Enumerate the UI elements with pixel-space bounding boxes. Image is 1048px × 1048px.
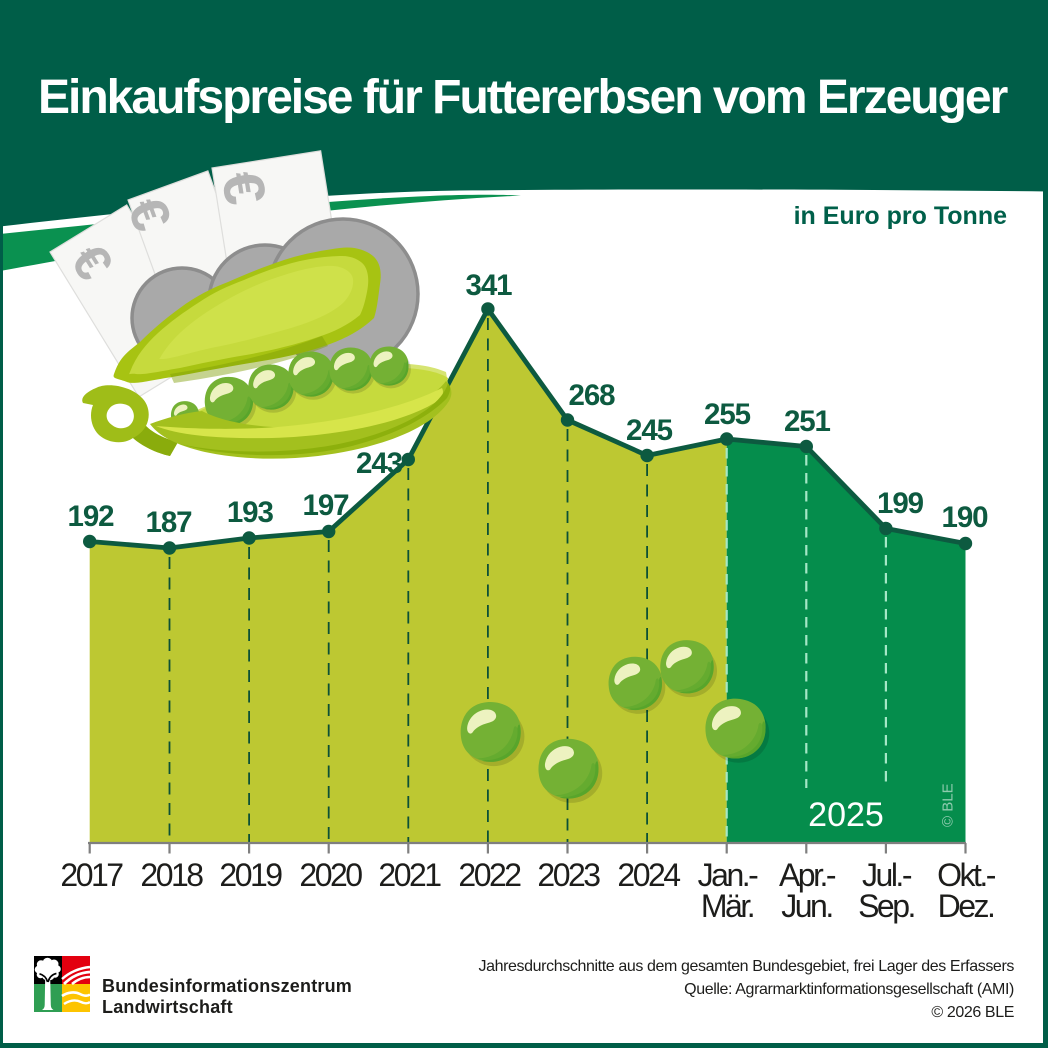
- svg-text:Dez.: Dez.: [938, 888, 994, 924]
- svg-text:Landwirtschaft: Landwirtschaft: [102, 997, 233, 1017]
- svg-text:2021: 2021: [378, 857, 441, 893]
- svg-text:193: 193: [227, 496, 274, 529]
- svg-text:187: 187: [146, 506, 193, 539]
- svg-text:Jahresdurchschnitte aus dem ge: Jahresdurchschnitte aus dem gesamten Bun…: [478, 958, 1014, 975]
- svg-text:Bundesinformationszentrum: Bundesinformationszentrum: [102, 976, 352, 996]
- svg-text:2022: 2022: [458, 857, 521, 893]
- svg-text:2024: 2024: [617, 857, 680, 893]
- svg-text:255: 255: [704, 398, 751, 431]
- svg-text:251: 251: [784, 405, 831, 438]
- svg-text:2025: 2025: [808, 796, 884, 834]
- svg-text:243: 243: [356, 447, 403, 480]
- svg-text:© BLE: © BLE: [940, 783, 957, 827]
- svg-text:Einkaufspreise für Futtererbse: Einkaufspreise für Futtererbsen vom Erze…: [38, 71, 1008, 124]
- svg-text:2019: 2019: [219, 857, 282, 893]
- svg-text:2020: 2020: [299, 857, 362, 893]
- svg-text:2023: 2023: [537, 857, 600, 893]
- svg-text:2017: 2017: [60, 857, 123, 893]
- svg-text:Jan.-: Jan.-: [698, 857, 758, 893]
- svg-text:Apr.-: Apr.-: [779, 857, 836, 893]
- svg-text:268: 268: [569, 379, 616, 412]
- svg-text:192: 192: [68, 500, 115, 533]
- svg-text:Jul.-: Jul.-: [862, 857, 912, 893]
- svg-text:Jun.: Jun.: [781, 888, 831, 924]
- svg-text:245: 245: [626, 414, 673, 447]
- svg-text:197: 197: [303, 489, 350, 522]
- svg-text:© 2026 BLE: © 2026 BLE: [931, 1004, 1014, 1021]
- svg-text:Mär.: Mär.: [701, 888, 753, 924]
- svg-text:Sep.: Sep.: [858, 888, 914, 924]
- svg-text:Quelle: Agrarmarktinformations: Quelle: Agrarmarktinformationsgesellscha…: [684, 981, 1014, 998]
- svg-text:Okt.-: Okt.-: [937, 857, 996, 893]
- svg-text:2018: 2018: [140, 857, 203, 893]
- svg-text:in Euro pro Tonne: in Euro pro Tonne: [794, 202, 1007, 230]
- svg-text:199: 199: [877, 487, 924, 520]
- svg-text:190: 190: [942, 501, 989, 534]
- svg-text:341: 341: [466, 269, 513, 302]
